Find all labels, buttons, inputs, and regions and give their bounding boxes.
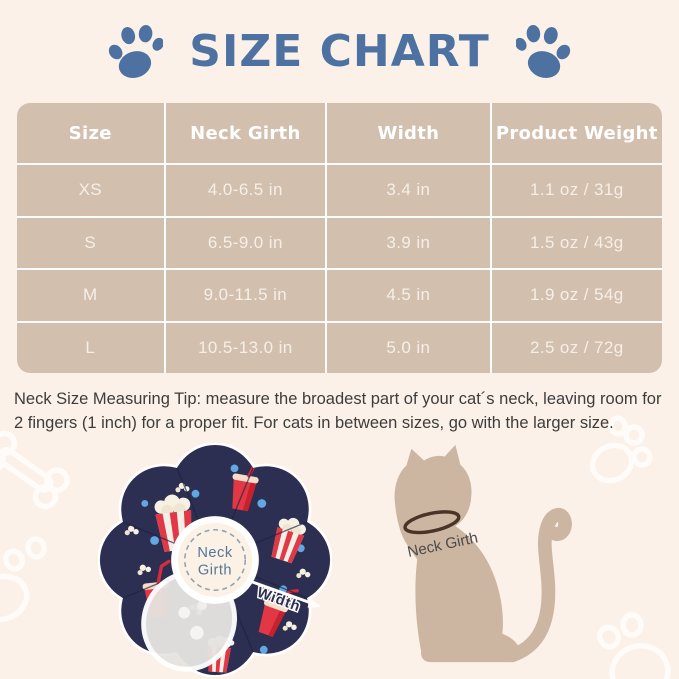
table-cell: 4.0-6.5 in — [165, 165, 326, 216]
table-cell: 5.0 in — [327, 322, 490, 373]
bone-outline-icon — [0, 430, 70, 510]
cone-diagram: Neck Girth Width — [98, 443, 332, 677]
table-cell: 10.5-13.0 in — [165, 322, 326, 373]
table-cell: 1.5 oz / 43g — [491, 217, 662, 269]
paw-icon — [109, 24, 164, 78]
table-cell: 1.9 oz / 54g — [491, 270, 662, 321]
column-header-neck-girth: Neck Girth — [165, 103, 326, 164]
page-title: SIZE CHART — [189, 26, 490, 77]
table-cell: 2.5 oz / 72g — [491, 322, 662, 373]
neck-girth-label-line2: Girth — [198, 563, 232, 579]
cat-diagram: Neck Girth — [394, 444, 572, 663]
measuring-tip-text: Neck Size Measuring Tip: measure the bro… — [14, 387, 670, 435]
size-table: Size Neck Girth Width Product Weight XS … — [17, 103, 662, 373]
column-header-product-weight: Product Weight — [491, 103, 662, 164]
collar-ring — [403, 510, 461, 535]
table-cell: 3.4 in — [327, 165, 490, 216]
table-cell: M — [17, 270, 164, 321]
cat-silhouette — [394, 444, 572, 663]
table-cell: 9.0-11.5 in — [165, 270, 326, 321]
table-cell: S — [17, 217, 164, 269]
table-cell: 3.9 in — [327, 217, 490, 269]
column-header-width: Width — [327, 103, 490, 164]
table-cell: XS — [17, 165, 164, 216]
neck-girth-circle: Neck Girth — [171, 516, 259, 604]
paw-icon — [515, 24, 570, 78]
column-header-size: Size — [17, 103, 164, 164]
table-cell: 1.1 oz / 31g — [491, 165, 662, 216]
tip-line-2: 2 fingers (1 inch) for a proper fit. For… — [14, 414, 614, 432]
tip-line-1: Neck Size Measuring Tip: measure the bro… — [14, 390, 662, 408]
table-cell: 6.5-9.0 in — [165, 217, 326, 269]
paw-outline-icon — [596, 612, 671, 679]
neck-girth-label-line1: Neck — [197, 545, 232, 561]
paw-outline-icon — [0, 536, 47, 623]
header: SIZE CHART — [0, 16, 679, 88]
table-cell: L — [17, 322, 164, 373]
table-cell: 4.5 in — [327, 270, 490, 321]
